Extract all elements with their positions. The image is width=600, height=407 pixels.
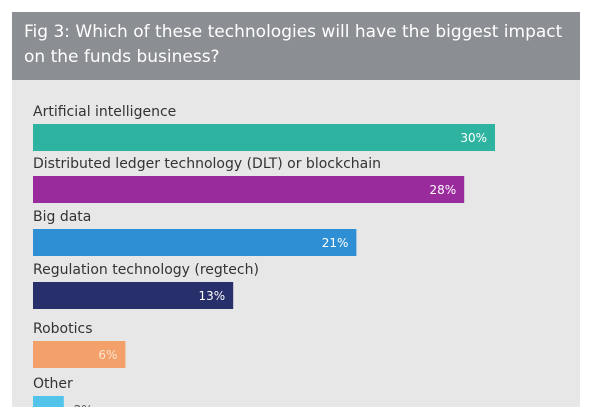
category-label: Distributed ledger technology (DLT) or b…: [33, 156, 381, 172]
bar: [33, 124, 495, 151]
category-label: Regulation technology (regtech): [33, 262, 259, 278]
category-label: Big data: [33, 209, 91, 225]
value-label: 21%: [322, 236, 349, 250]
chart-title: Fig 3: Which of these technologies will …: [24, 22, 563, 67]
category-label: Robotics: [33, 321, 93, 337]
bar: [33, 396, 64, 407]
value-label: 28%: [430, 183, 457, 197]
bar: [33, 229, 357, 256]
value-label: 13%: [199, 289, 226, 303]
value-label: 6%: [98, 348, 117, 362]
category-label: Artificial intelligence: [33, 104, 176, 120]
bar: [33, 176, 465, 203]
value-label: 2%: [74, 403, 93, 407]
value-label: 30%: [460, 131, 487, 145]
category-label: Other: [33, 376, 73, 392]
bar: [33, 282, 234, 309]
header: Fig 3: Which of these technologies will …: [12, 12, 580, 80]
bar: [33, 341, 126, 368]
